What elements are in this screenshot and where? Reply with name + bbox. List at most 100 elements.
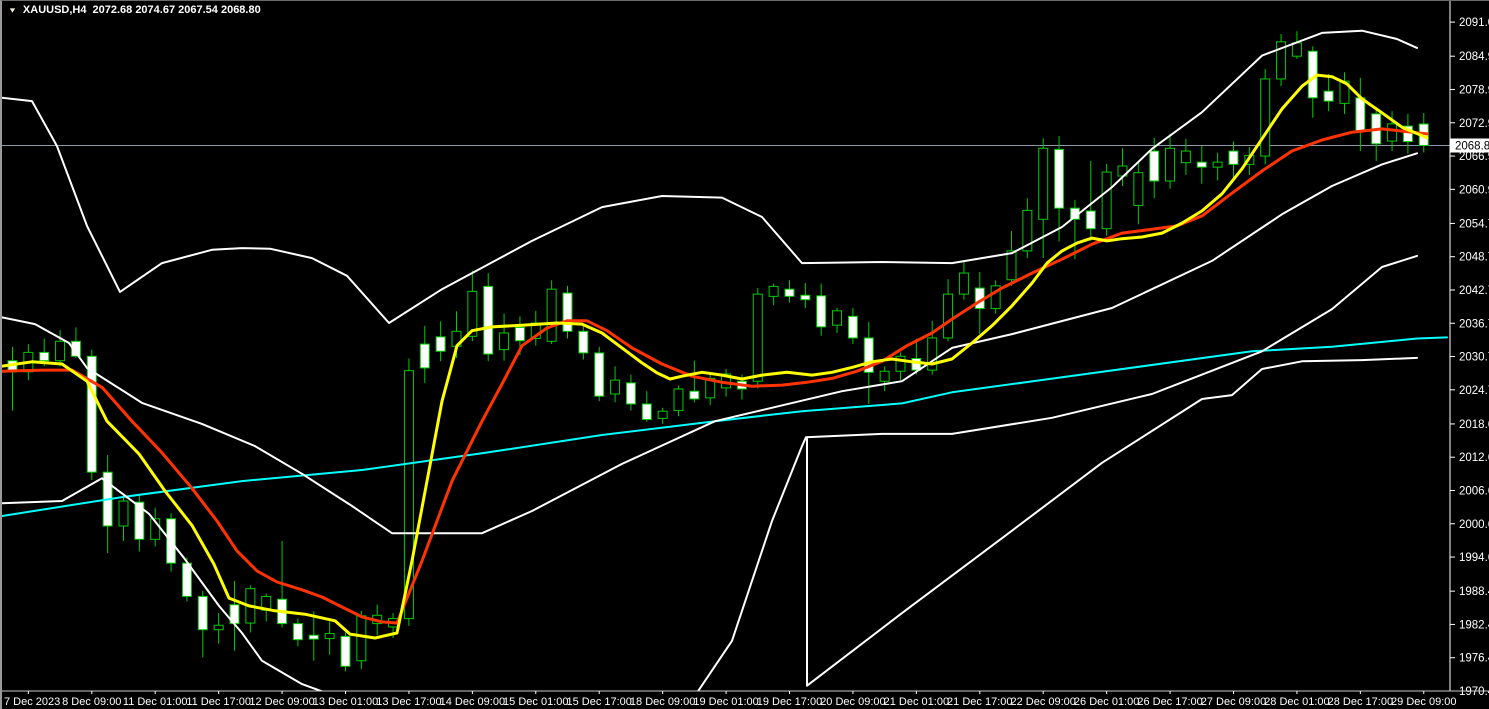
candle: [895, 352, 906, 381]
candle-body-bull: [499, 332, 510, 351]
price-tick-label: 2030.75: [1459, 352, 1489, 364]
time-tick-label: 11 Dec 17:00: [186, 696, 251, 708]
time-tick-label: 20 Dec 09:00: [820, 696, 885, 708]
price-tick-label: 2048.75: [1459, 252, 1489, 264]
candle-body-bear: [1402, 125, 1413, 143]
candle: [943, 279, 954, 342]
symbol-period-label: XAUUSD,H4: [22, 4, 87, 16]
candle-body-bear: [1149, 150, 1160, 182]
candle: [800, 283, 811, 309]
candle: [1260, 68, 1271, 165]
price-tick-label: 2036.75: [1459, 318, 1489, 330]
symbol-dropdown-icon[interactable]: ▼: [8, 6, 17, 14]
candle-body-bear: [863, 337, 874, 373]
chart-title-bar[interactable]: ▼ XAUUSD,H4 2072.68 2074.67 2067.54 2068…: [8, 4, 261, 16]
time-tick-label: 18 Dec 09:00: [630, 696, 695, 708]
candle-body-bear: [308, 634, 319, 640]
time-tick-label: 7 Dec 2023: [4, 696, 60, 708]
candle: [768, 283, 779, 306]
time-tick-label: 19 Dec 01:00: [693, 696, 758, 708]
candle-body-bull: [768, 285, 779, 297]
candle: [990, 280, 1001, 314]
candle: [292, 618, 303, 647]
candle-body-bull: [55, 340, 66, 362]
time-tick-label: 27 Dec 09:00: [1201, 696, 1266, 708]
ma-fast-yellow-line: [2, 73, 1429, 640]
candle: [102, 454, 113, 554]
candle-body-bull: [356, 615, 367, 662]
candle: [197, 590, 208, 658]
candle-body-bull: [1180, 150, 1191, 164]
candle-body-bear: [847, 315, 858, 339]
candle-body-bear: [594, 352, 605, 397]
price-tick-label: 2000.60: [1459, 519, 1489, 531]
candle-body-bull: [403, 370, 414, 620]
candle: [673, 385, 684, 417]
candle-body-bull: [1165, 147, 1176, 182]
time-tick-label: 15 Dec 17:00: [566, 696, 631, 708]
time-tick-label: 8 Dec 09:00: [62, 696, 121, 708]
candle: [7, 346, 18, 411]
candle-body-bear: [641, 403, 652, 420]
current-price-label: 2068.80: [1455, 141, 1489, 153]
price-tick-label: 2006.60: [1459, 485, 1489, 497]
time-tick-label: 28 Dec 17:00: [1328, 696, 1393, 708]
candle: [927, 320, 938, 375]
candle-body-bull: [150, 518, 161, 540]
plot-area[interactable]: [2, 29, 1450, 696]
candle: [832, 308, 843, 333]
candle: [118, 496, 129, 541]
time-tick-label: 12 Dec 09:00: [249, 696, 314, 708]
candle-body-bear: [1054, 148, 1065, 209]
price-tick-label: 1994.60: [1459, 552, 1489, 564]
candle: [181, 557, 192, 602]
candle: [1038, 138, 1049, 259]
time-tick-label: 13 Dec 17:00: [376, 696, 441, 708]
candle: [689, 360, 700, 403]
candle: [340, 632, 351, 672]
candle: [229, 580, 240, 651]
price-tick-label: 2060.90: [1459, 184, 1489, 196]
time-tick-label: 26 Dec 01:00: [1074, 696, 1139, 708]
candle: [213, 613, 224, 644]
price-tick-label: 1982.45: [1459, 619, 1489, 631]
time-tick-label: 21 Dec 01:00: [884, 696, 949, 708]
candle: [911, 338, 922, 375]
candle-body-bull: [324, 633, 335, 640]
candle-body-bull: [752, 293, 763, 382]
candle: [546, 280, 557, 345]
candle-body-bear: [816, 295, 827, 328]
candle-body-bull: [1387, 123, 1398, 142]
time-tick-label: 13 Dec 01:00: [313, 696, 378, 708]
candle: [1054, 136, 1065, 242]
candle: [1133, 161, 1144, 225]
price-tick-label: 2091.05: [1459, 17, 1489, 29]
candle: [1339, 72, 1350, 114]
price-tick-label: 2024.75: [1459, 385, 1489, 397]
candle: [657, 407, 668, 424]
candle-body-bear: [70, 340, 81, 357]
candle: [847, 308, 858, 345]
candle: [1276, 34, 1287, 87]
time-tick-label: 22 Dec 09:00: [1010, 696, 1075, 708]
candle: [356, 610, 367, 670]
candle: [308, 611, 319, 661]
price-tick-label: 2072.90: [1459, 118, 1489, 130]
price-tick-label: 1988.45: [1459, 586, 1489, 598]
price-tick-label: 2066.90: [1459, 151, 1489, 163]
time-tick-label: 19 Dec 17:00: [757, 696, 822, 708]
price-tick-label: 1976.45: [1459, 653, 1489, 665]
candle-body-bull: [610, 379, 621, 395]
candle-body-bull: [1006, 250, 1017, 281]
price-axis[interactable]: 2091.05 2084.90 2078.90 2072.90 2066.90 2060.…: [1449, 1, 1489, 698]
candle: [324, 621, 335, 655]
candle-body-bull: [1133, 172, 1144, 206]
candle-body-bear: [435, 336, 446, 352]
candle: [1355, 77, 1366, 152]
candle: [625, 374, 636, 411]
candle-body-bull: [118, 500, 129, 527]
candle-body-bull: [657, 410, 668, 419]
price-tick-label: 2078.90: [1459, 84, 1489, 96]
